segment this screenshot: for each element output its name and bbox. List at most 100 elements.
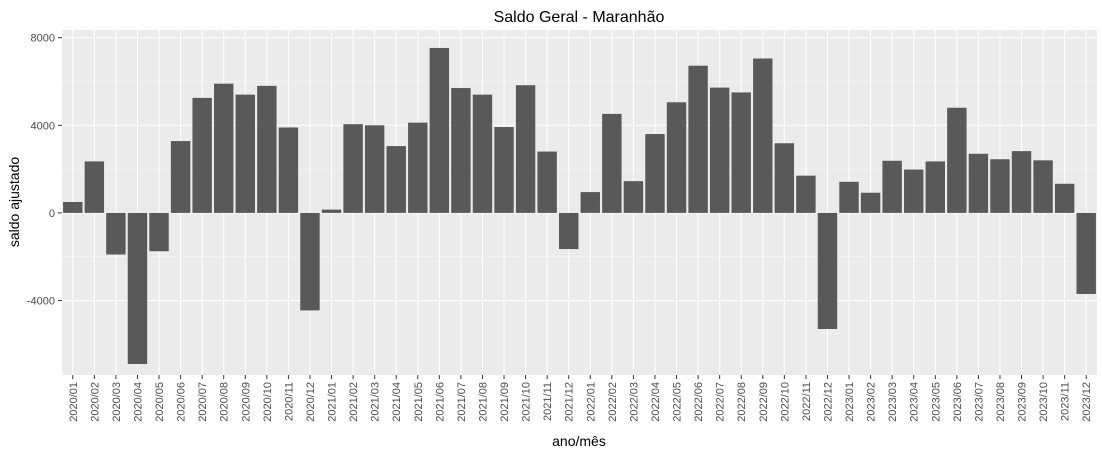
bar-2021-05	[408, 122, 428, 213]
x-tick-label: 2023/03	[887, 382, 899, 422]
x-tick-label: 2022/01	[585, 382, 597, 422]
bar-2022-02	[602, 113, 622, 213]
x-tick-label: 2022/07	[715, 382, 727, 422]
bars	[63, 47, 1096, 365]
bar-2022-07	[709, 87, 730, 213]
x-tick-label: 2022/12	[822, 382, 834, 422]
bar-2021-03	[364, 125, 385, 213]
x-tick-label: 2021/02	[348, 382, 360, 422]
bar-2021-08	[472, 94, 493, 213]
bar-2022-11	[796, 175, 816, 213]
x-tick-label: 2023/05	[930, 382, 942, 422]
x-axis-title: ano/mês	[552, 433, 606, 449]
x-tick-label: 2021/01	[327, 382, 339, 422]
bar-2023-11	[1054, 183, 1075, 213]
y-tick-label: -4000	[27, 296, 55, 308]
bar-2020-03	[106, 212, 126, 255]
x-tick-label: 2020/09	[240, 382, 252, 422]
x-tick-label: 2021/10	[521, 382, 533, 422]
bar-2022-09	[753, 58, 773, 213]
bar-2020-09	[235, 94, 255, 213]
x-tick-label: 2021/03	[370, 382, 382, 422]
x-tick-label: 2022/09	[758, 382, 770, 422]
bar-2020-11	[278, 127, 299, 213]
x-axis: 2020/01 2020/02 2020/03 2020/04 2020/05 2020/…	[68, 375, 1093, 422]
bar-2021-07	[451, 88, 471, 213]
bar-2022-05	[666, 102, 687, 213]
bar-2023-09	[1011, 151, 1032, 213]
bar-2020-06	[170, 141, 191, 213]
x-tick-label: 2023/07	[973, 382, 985, 422]
x-tick-label: 2020/01	[68, 382, 80, 422]
bar-2023-10	[1033, 160, 1053, 213]
bar-2022-06	[688, 65, 708, 213]
bar-2022-10	[774, 143, 795, 213]
bar-2020-02	[84, 161, 105, 213]
x-tick-label: 2022/08	[736, 382, 748, 422]
x-tick-label: 2020/04	[132, 382, 144, 422]
x-tick-label: 2020/07	[197, 382, 209, 422]
x-tick-label: 2020/03	[111, 382, 123, 422]
bar-2023-02	[860, 192, 881, 213]
bar-2021-10	[515, 85, 536, 213]
x-tick-label: 2020/11	[283, 382, 295, 421]
x-tick-label: 2023/06	[952, 382, 964, 422]
bar-2021-12	[559, 212, 579, 250]
chart-title: Saldo Geral - Maranhão	[494, 9, 665, 26]
bar-2021-01	[321, 209, 342, 213]
x-tick-label: 2020/06	[176, 382, 188, 422]
x-tick-label: 2022/11	[801, 382, 813, 421]
bar-2022-12	[817, 212, 838, 329]
x-tick-label: 2020/05	[154, 382, 166, 422]
bar-2023-12	[1076, 212, 1096, 294]
bar-2023-06	[947, 107, 967, 213]
bar-2020-10	[257, 85, 277, 213]
x-tick-label: 2023/01	[844, 382, 856, 422]
y-axis: -4000 0 4000 8000	[27, 33, 62, 308]
bar-2023-07	[968, 153, 989, 213]
x-tick-label: 2023/09	[1017, 382, 1029, 422]
x-tick-label: 2023/08	[995, 382, 1007, 422]
y-tick-label: 4000	[31, 120, 55, 132]
x-tick-label: 2022/04	[650, 382, 662, 422]
x-tick-label: 2021/08	[477, 382, 489, 422]
x-tick-label: 2021/06	[434, 382, 446, 422]
bar-2020-12	[300, 212, 320, 311]
bar-2021-06	[429, 47, 450, 213]
bar-2020-07	[192, 97, 212, 213]
bar-2020-08	[214, 83, 234, 213]
bar-2020-05	[149, 212, 169, 252]
bar-2021-02	[343, 124, 363, 213]
plot-panel	[62, 30, 1097, 375]
bar-2021-11	[537, 151, 557, 213]
x-tick-label: 2023/04	[909, 382, 921, 422]
x-tick-label: 2020/12	[305, 382, 317, 422]
bar-2023-01	[839, 181, 859, 213]
x-tick-label: 2022/10	[779, 382, 791, 422]
bar-2021-09	[494, 127, 514, 213]
x-tick-label: 2022/06	[693, 382, 705, 422]
x-tick-label: 2021/11	[542, 382, 554, 421]
x-tick-label: 2020/08	[219, 382, 231, 422]
bar-2022-08	[731, 92, 751, 213]
x-tick-label: 2023/12	[1081, 382, 1093, 422]
x-tick-label: 2021/04	[391, 382, 403, 422]
bar-2020-04	[127, 212, 148, 365]
bar-2021-04	[386, 146, 406, 213]
y-axis-title: saldo ajustado	[6, 157, 22, 248]
x-tick-label: 2020/10	[262, 382, 274, 422]
bar-2023-05	[925, 161, 945, 213]
bar-2023-08	[990, 159, 1010, 213]
x-tick-label: 2021/05	[413, 382, 425, 422]
x-tick-label: 2022/05	[672, 382, 684, 422]
x-tick-label: 2023/02	[866, 382, 878, 422]
x-tick-label: 2020/02	[89, 382, 101, 422]
bar-2022-03	[623, 181, 644, 213]
x-tick-label: 2021/12	[564, 382, 576, 422]
x-tick-label: 2022/03	[628, 382, 640, 422]
x-tick-label: 2022/02	[607, 382, 619, 422]
bar-2020-01	[63, 201, 83, 213]
x-tick-label: 2021/09	[499, 382, 511, 422]
bar-2023-04	[904, 169, 924, 213]
